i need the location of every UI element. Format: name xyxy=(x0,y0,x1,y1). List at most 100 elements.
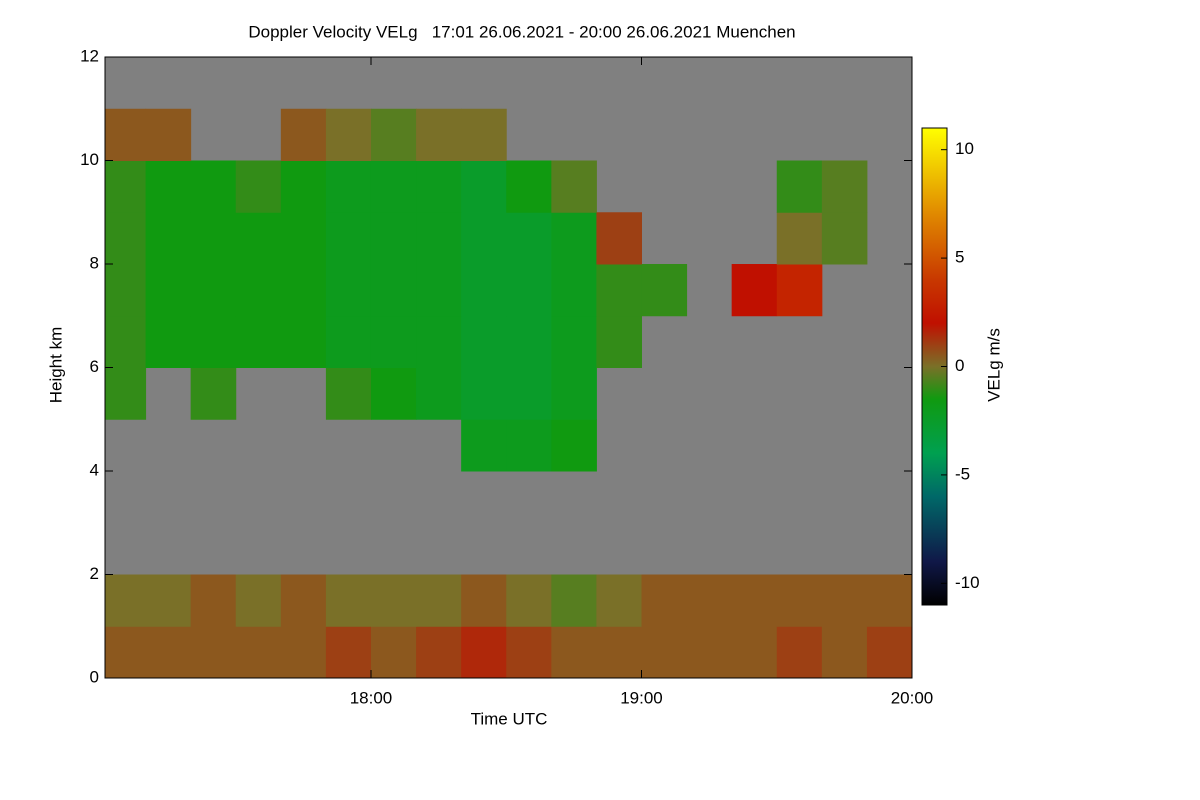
heat-cell xyxy=(641,626,688,679)
heat-cell xyxy=(506,574,552,627)
heat-cell xyxy=(551,419,597,472)
heat-cell xyxy=(416,315,462,368)
heat-cell xyxy=(190,160,237,213)
heat-cell xyxy=(461,160,507,213)
heat-cell xyxy=(325,108,372,161)
x-axis-label: Time UTC xyxy=(471,709,548,728)
heat-cell xyxy=(731,626,778,679)
heat-cell xyxy=(235,315,282,368)
heat-cell xyxy=(506,160,552,213)
y-tick-label: 2 xyxy=(90,564,99,583)
heat-cell xyxy=(416,264,462,317)
heat-cell xyxy=(461,315,507,368)
y-tick-label: 6 xyxy=(90,357,99,376)
heat-cell xyxy=(461,419,507,472)
heat-cell xyxy=(596,212,642,265)
heat-cell xyxy=(596,264,642,317)
x-tick-label: 20:00 xyxy=(891,688,934,707)
heat-cell xyxy=(416,367,462,420)
heat-cell xyxy=(325,626,372,679)
heat-cell xyxy=(506,419,552,472)
heat-cell xyxy=(280,108,327,161)
heat-cell xyxy=(551,574,597,627)
heat-cell xyxy=(596,574,642,627)
heat-cell xyxy=(145,626,192,679)
heat-cell xyxy=(280,626,327,679)
heat-cell xyxy=(190,264,237,317)
heat-cell xyxy=(641,264,688,317)
heat-cell xyxy=(506,315,552,368)
heat-cell xyxy=(325,315,372,368)
heat-cell xyxy=(416,574,462,627)
plot-area: 0 2 4 6 8 10 12 18:00 19:00 20:00 xyxy=(80,46,933,707)
chart-title: Doppler Velocity VELg 17:01 26.06.2021 -… xyxy=(248,22,795,41)
heat-cell xyxy=(370,626,417,679)
heat-cell xyxy=(776,626,823,679)
heat-cell xyxy=(461,367,507,420)
heat-cell xyxy=(731,574,778,627)
heat-cell xyxy=(506,626,552,679)
heat-cell xyxy=(145,160,192,213)
heat-cell xyxy=(325,160,372,213)
colorbar-tick-label: 5 xyxy=(955,248,964,267)
heat-cell xyxy=(325,264,372,317)
heat-cell xyxy=(461,626,507,679)
heat-cell xyxy=(370,264,417,317)
heat-cell xyxy=(731,264,778,317)
heat-cell xyxy=(105,574,147,627)
heat-cell xyxy=(190,626,237,679)
heat-cell xyxy=(190,574,237,627)
heat-cell xyxy=(370,212,417,265)
heat-cell xyxy=(416,212,462,265)
heat-cell xyxy=(325,367,372,420)
y-tick-label: 4 xyxy=(90,460,99,479)
heat-cell xyxy=(596,626,642,679)
heat-cell xyxy=(145,264,192,317)
heat-cell xyxy=(105,108,147,161)
heat-cell xyxy=(145,315,192,368)
colorbar-tick-label: -10 xyxy=(955,573,980,592)
heat-cell xyxy=(551,315,597,368)
heat-cell xyxy=(105,367,147,420)
heat-cell xyxy=(325,574,372,627)
heat-cell xyxy=(105,160,147,213)
heat-cell xyxy=(461,264,507,317)
heat-cell xyxy=(461,108,507,161)
heat-cell xyxy=(370,574,417,627)
heat-cell xyxy=(280,574,327,627)
y-tick-label: 0 xyxy=(90,667,99,686)
colorbar-label: VELg m/s xyxy=(984,328,1003,402)
heat-cell xyxy=(370,160,417,213)
heat-cell xyxy=(551,160,597,213)
heat-cell xyxy=(551,264,597,317)
heat-cell xyxy=(235,264,282,317)
heat-cell xyxy=(416,626,462,679)
heat-cell xyxy=(105,264,147,317)
heat-cell xyxy=(821,626,868,679)
heat-cell xyxy=(866,626,913,679)
heat-cell xyxy=(280,315,327,368)
heat-cell xyxy=(190,212,237,265)
heat-cell xyxy=(551,367,597,420)
heat-cell xyxy=(506,264,552,317)
heat-cell xyxy=(461,212,507,265)
heat-cell xyxy=(866,574,913,627)
heat-cell xyxy=(776,264,823,317)
heat-cell xyxy=(596,315,642,368)
heat-cell xyxy=(506,212,552,265)
heat-cell xyxy=(686,626,733,679)
heat-cell xyxy=(370,367,417,420)
heat-cell xyxy=(105,315,147,368)
heat-cell xyxy=(370,315,417,368)
colorbar-tick-label: 10 xyxy=(955,139,974,158)
y-tick-label: 8 xyxy=(90,253,99,272)
x-tick-label: 18:00 xyxy=(350,688,393,707)
heat-cell xyxy=(506,367,552,420)
colorbar: -10 -5 0 5 10 xyxy=(921,127,980,606)
colorbar-tick-label: 0 xyxy=(955,356,964,375)
y-axis-label: Height km xyxy=(46,327,65,404)
y-tick-label: 10 xyxy=(80,150,99,169)
y-tick-label: 12 xyxy=(80,46,99,65)
heat-cell xyxy=(551,212,597,265)
